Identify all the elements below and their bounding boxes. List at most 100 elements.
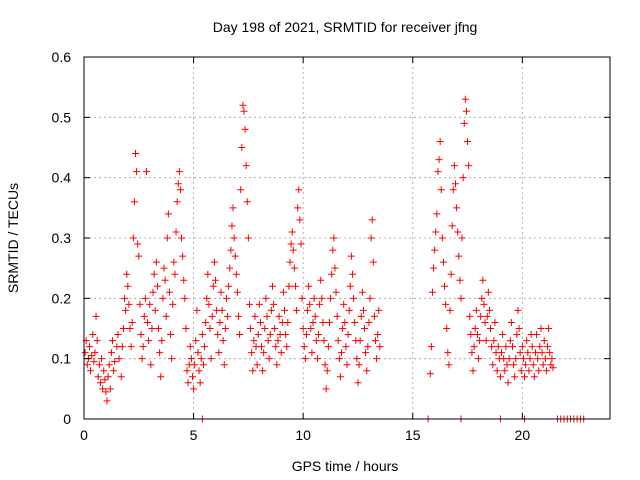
y-tick-label: 0.6 (52, 49, 72, 65)
data-point (249, 367, 257, 375)
data-point (312, 337, 320, 345)
data-point (105, 361, 113, 369)
data-point (244, 234, 252, 242)
data-point (155, 325, 163, 332)
data-point (310, 294, 318, 302)
data-point (482, 337, 490, 345)
data-point (102, 388, 110, 396)
data-point (345, 306, 353, 314)
data-point (491, 318, 499, 326)
data-point (432, 228, 440, 236)
data-point (169, 300, 177, 308)
data-point (261, 325, 269, 332)
data-point (190, 385, 198, 393)
x-tick-label: 0 (80, 427, 88, 443)
data-point (291, 282, 299, 290)
data-point (136, 300, 144, 308)
data-point (334, 337, 342, 345)
x-tick-label: 5 (190, 427, 198, 443)
data-point (331, 264, 339, 272)
data-point (308, 349, 316, 357)
data-point (531, 349, 539, 357)
data-point (358, 288, 366, 296)
data-point (539, 361, 547, 369)
data-point (505, 355, 513, 363)
data-point (542, 367, 550, 375)
data-point (448, 222, 456, 230)
data-point (487, 325, 495, 332)
data-point (540, 337, 548, 345)
data-point (111, 358, 119, 366)
data-point (193, 306, 201, 314)
data-point (225, 282, 233, 290)
data-point (435, 156, 443, 164)
data-point (311, 312, 319, 320)
data-point (464, 137, 472, 145)
data-point (129, 234, 137, 242)
data-point (437, 186, 445, 194)
data-point (313, 355, 321, 363)
data-point (359, 306, 367, 314)
data-point (442, 300, 450, 308)
y-tick-label: 0.2 (52, 290, 72, 306)
data-point (470, 343, 478, 351)
data-point (350, 294, 358, 302)
data-point (473, 331, 481, 339)
data-point (243, 198, 251, 206)
data-point (344, 331, 352, 339)
data-point (210, 258, 218, 266)
data-point (265, 355, 273, 363)
data-point (323, 367, 331, 375)
data-point (268, 282, 276, 290)
data-point (99, 385, 107, 393)
data-point (83, 361, 91, 369)
data-point (123, 270, 131, 278)
data-point (221, 325, 229, 332)
data-point (262, 294, 270, 302)
data-point (156, 349, 164, 357)
data-point (537, 325, 545, 332)
data-point (335, 355, 343, 363)
data-point (179, 252, 187, 260)
data-point (333, 312, 341, 320)
data-point (271, 325, 279, 332)
data-point (503, 361, 511, 369)
data-point (152, 258, 160, 266)
data-point (250, 337, 258, 345)
data-point (108, 337, 116, 345)
data-point (322, 385, 330, 393)
data-point (438, 234, 446, 242)
data-point (98, 355, 106, 363)
data-point (469, 367, 477, 375)
data-point (472, 306, 480, 314)
data-point (444, 349, 452, 357)
data-point (208, 312, 216, 320)
data-point (293, 306, 301, 314)
data-point (119, 325, 127, 332)
data-point (85, 343, 93, 351)
data-point (367, 234, 375, 242)
data-point (272, 343, 280, 351)
y-axis-label: SRMTID / TECUs (5, 183, 21, 293)
data-point (328, 270, 336, 278)
data-point (481, 318, 489, 326)
data-point (219, 337, 227, 345)
data-point (188, 373, 196, 381)
data-point (338, 349, 346, 357)
data-point (142, 168, 150, 176)
data-point (447, 270, 455, 278)
data-point (254, 331, 262, 339)
data-point (199, 361, 207, 369)
data-point (196, 379, 204, 387)
data-point (458, 234, 466, 242)
y-tick-label: 0 (63, 411, 71, 427)
data-point (479, 276, 487, 284)
data-point (186, 343, 194, 351)
data-point (110, 367, 118, 375)
data-point (508, 343, 516, 351)
data-point (436, 137, 444, 145)
data-point (96, 379, 104, 387)
data-point (87, 367, 95, 375)
data-point (258, 343, 266, 351)
data-point (467, 331, 475, 339)
